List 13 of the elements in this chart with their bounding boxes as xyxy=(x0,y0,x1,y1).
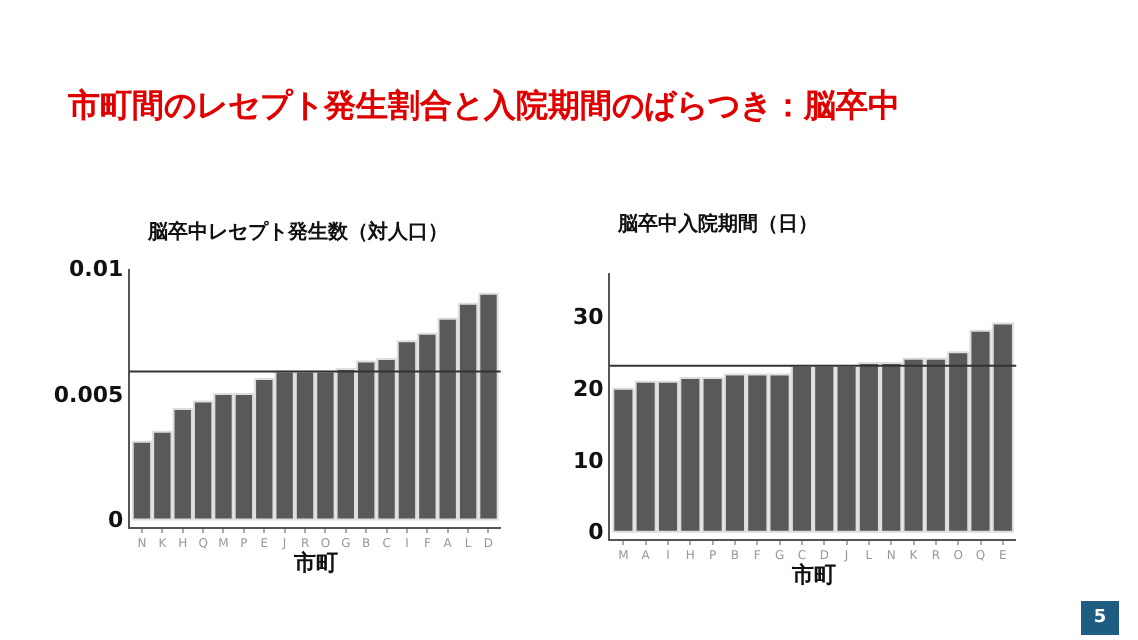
chart-title: 脳卒中入院期間（日） xyxy=(616,212,818,236)
x-axis-title: 市町 xyxy=(292,550,338,576)
y-tick-label: 0.01 xyxy=(69,256,124,283)
y-tick-label: 20 xyxy=(572,375,605,402)
y-tick-label: 0.005 xyxy=(53,381,124,408)
chart-title: 脳卒中レセプト発生数（対人口） xyxy=(146,220,448,244)
text: 5 xyxy=(1093,608,1107,628)
y-tick-label: 0 xyxy=(108,507,125,534)
x-axis-title: 市町 xyxy=(790,562,836,588)
y-tick-label: 0 xyxy=(588,519,605,546)
y-tick-label: 10 xyxy=(572,447,605,474)
y-tick-label: 30 xyxy=(572,304,605,330)
text: 市町間のレセプト発生割合と入院期間のばらつき：脳卒中 xyxy=(66,86,900,124)
